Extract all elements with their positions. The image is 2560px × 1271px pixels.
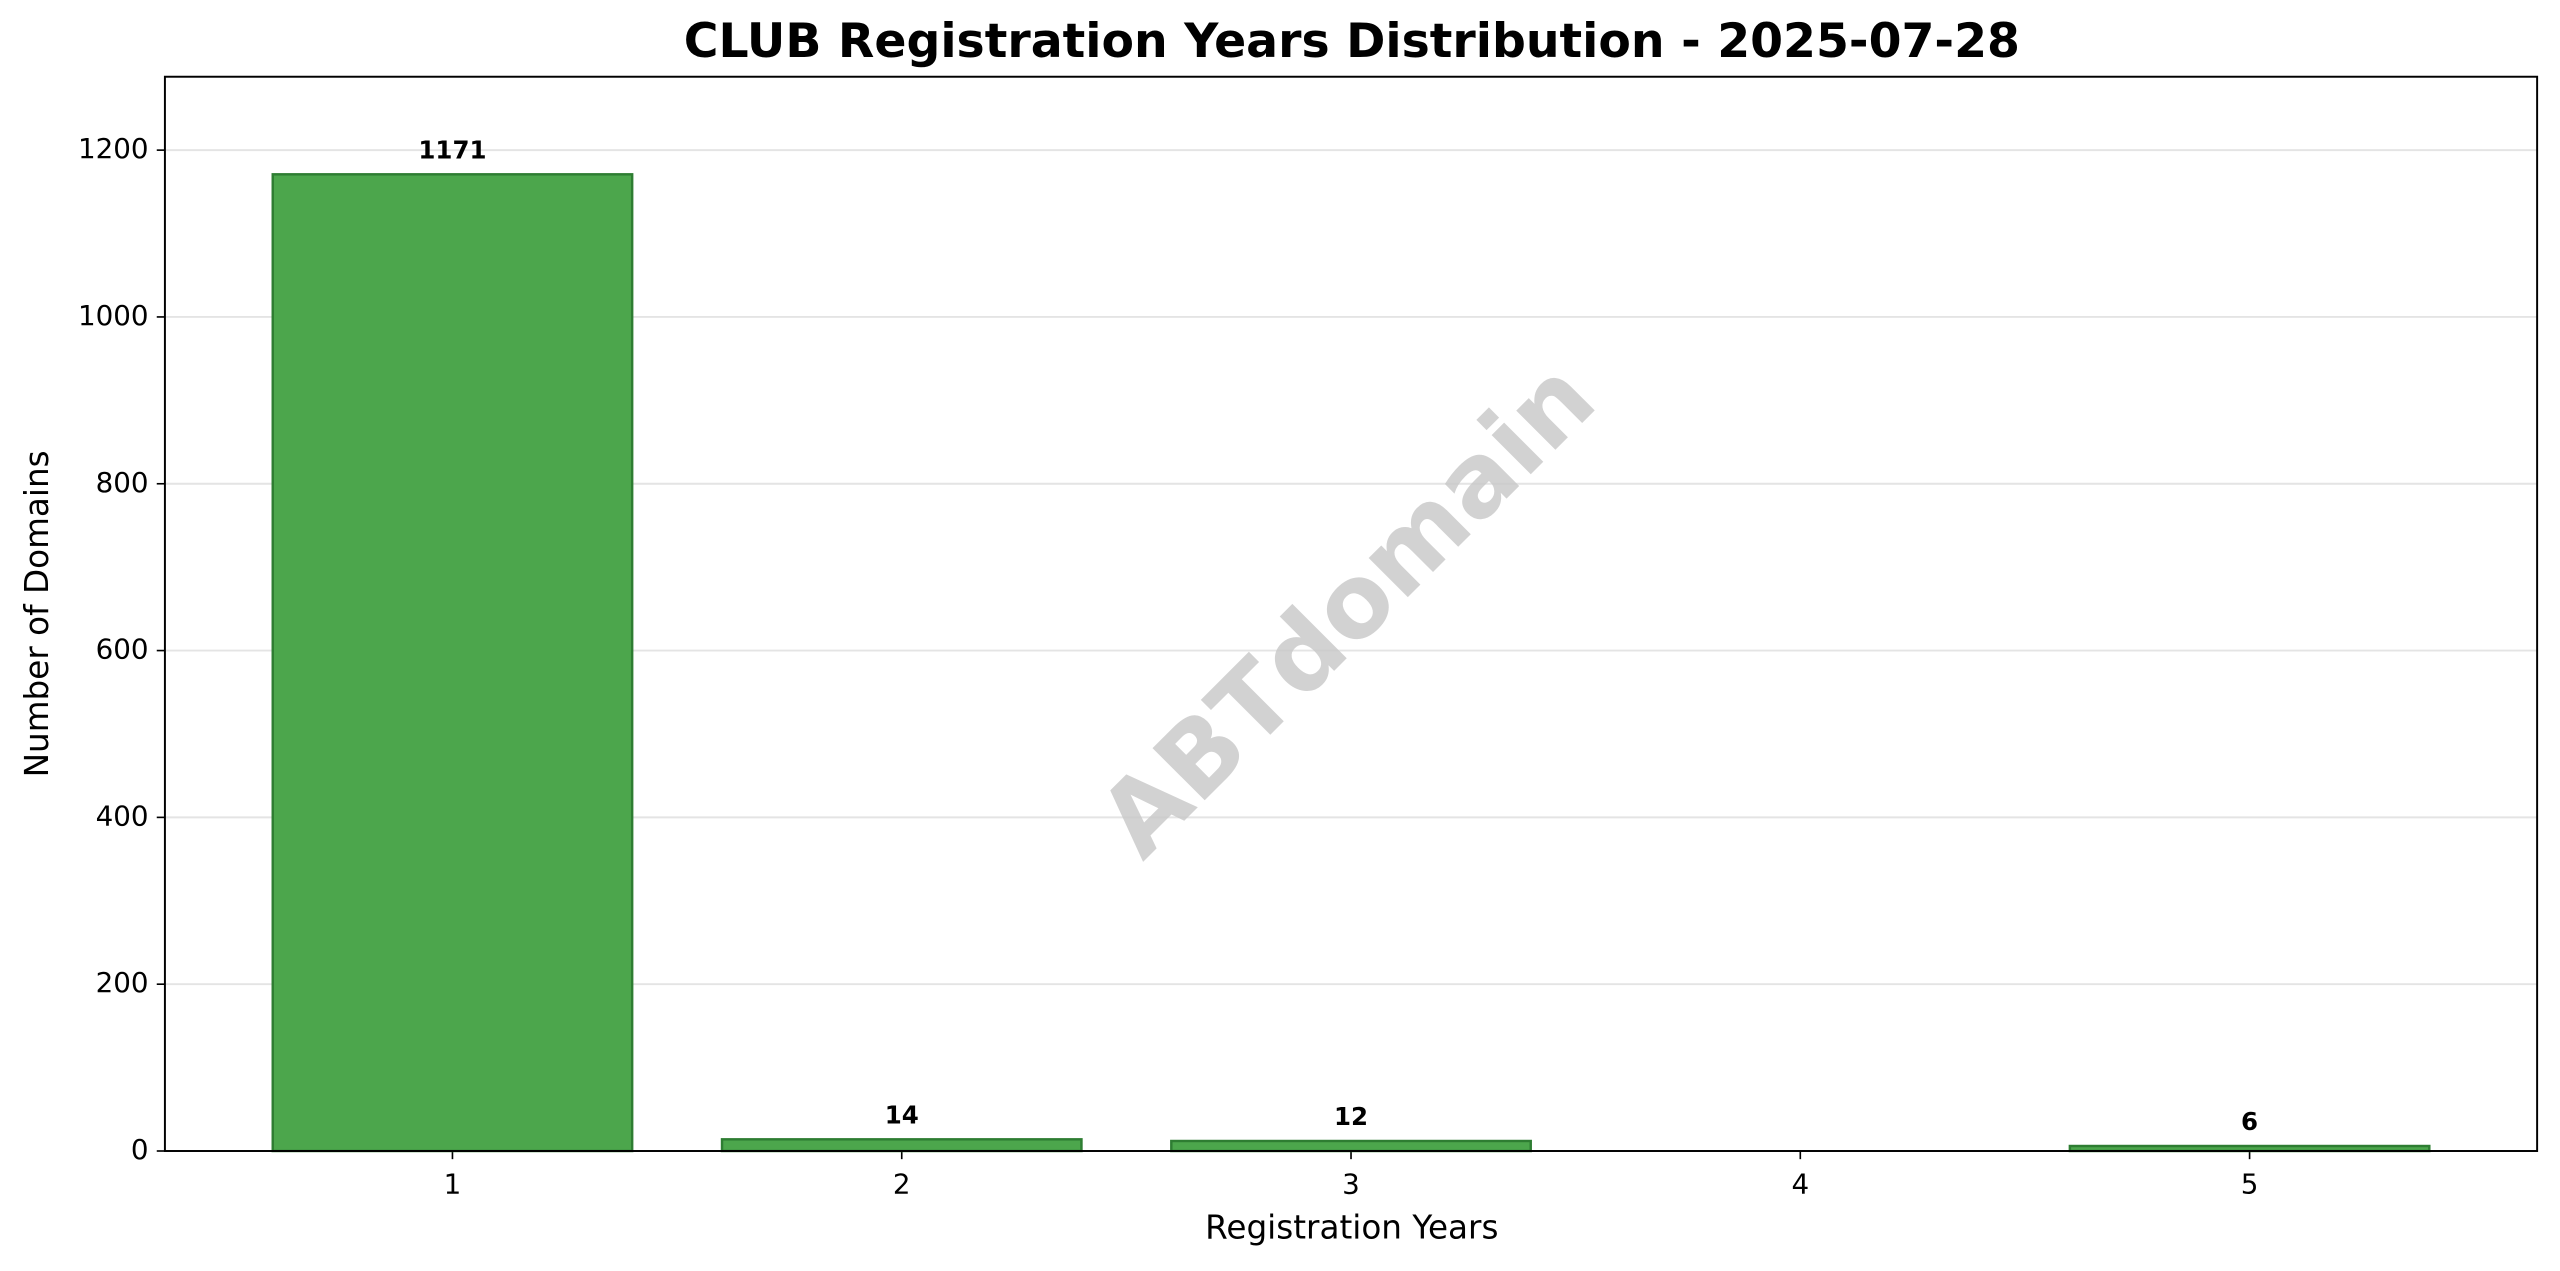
value-label: 14 — [885, 1100, 919, 1129]
y-tick-label: 1000 — [78, 299, 149, 332]
y-tick-label: 400 — [96, 799, 149, 832]
value-label: 1171 — [418, 135, 486, 164]
x-tick-label: 2 — [893, 1167, 911, 1200]
x-tick-label: 1 — [444, 1167, 462, 1200]
y-tick-label: 600 — [96, 633, 149, 666]
y-tick-label: 0 — [131, 1133, 149, 1166]
chart-title: CLUB Registration Years Distribution - 2… — [684, 14, 2020, 69]
x-tick-label: 3 — [1342, 1167, 1360, 1200]
y-tick-label: 1200 — [78, 132, 149, 165]
x-axis-label: Registration Years — [1205, 1208, 1498, 1246]
value-label: 12 — [1334, 1102, 1368, 1131]
y-tick-label: 800 — [96, 466, 149, 499]
value-label: 6 — [2241, 1107, 2258, 1136]
bar — [1170, 1139, 1532, 1153]
y-tick-label: 200 — [96, 966, 149, 999]
x-tick-label: 5 — [2241, 1167, 2259, 1200]
bar — [271, 173, 634, 1153]
plot-frame — [163, 75, 2539, 1152]
bar — [720, 1138, 1083, 1153]
x-tick-label: 4 — [1791, 1167, 1809, 1200]
y-axis-label: Number of Domains — [18, 450, 56, 777]
